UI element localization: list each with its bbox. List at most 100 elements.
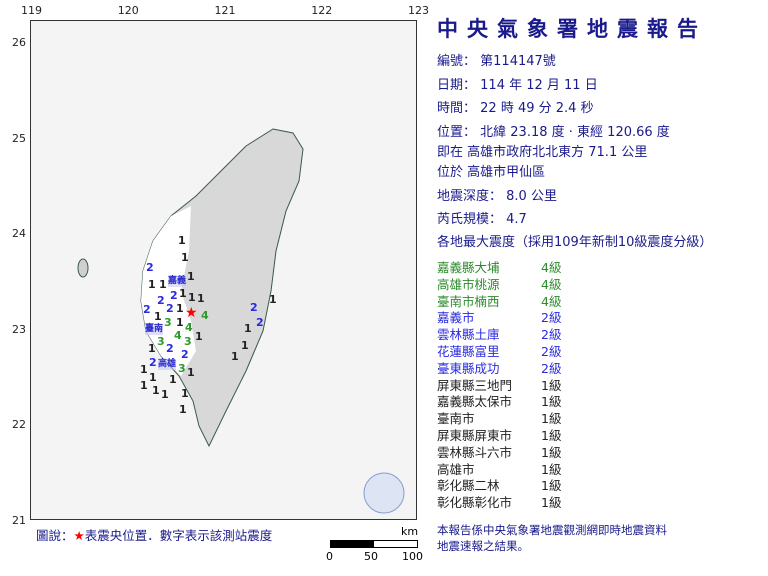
station-intensity: 1 xyxy=(187,270,195,283)
intensity-row: 彰化縣彰化市 1級 xyxy=(437,495,637,510)
station-intensity: 1 xyxy=(179,403,187,416)
lon-tick: 121 xyxy=(214,4,236,17)
station-intensity: 1 xyxy=(152,384,160,397)
level: 1級 xyxy=(541,495,562,511)
station-intensity: 4 xyxy=(174,329,182,342)
report-depth: 地震深度： 8.0 公里 xyxy=(437,189,557,205)
station-intensity: 1 xyxy=(176,302,184,315)
penghu-island xyxy=(77,258,89,278)
intensity-row: 臺南市 1級 xyxy=(437,411,637,426)
station-intensity: 2 xyxy=(166,302,174,315)
level: 1級 xyxy=(541,428,562,443)
level: 1級 xyxy=(541,411,562,427)
number-label: 編號： xyxy=(437,54,477,69)
intensity-row: 臺南市楠西 4級 xyxy=(437,294,637,309)
station-intensity: 2 xyxy=(143,303,151,316)
report-date: 日期： 114 年 12 月 11 日 xyxy=(437,78,598,94)
station-intensity: 3 xyxy=(178,362,186,375)
level: 1級 xyxy=(541,394,562,410)
lat-tick: 23 xyxy=(12,322,26,336)
place: 雲林縣土庫 xyxy=(437,327,500,343)
place: 花蓮縣富里 xyxy=(437,344,500,359)
lon-tick: 123 xyxy=(408,4,429,17)
footer-line-1: 本報告係中央氣象署地震觀測網即時地震資料 xyxy=(437,523,667,537)
intensity-row: 高雄市桃源 4級 xyxy=(437,277,637,292)
star-icon: ★ xyxy=(73,528,85,543)
intensity-row: 彰化縣二林 1級 xyxy=(437,478,637,493)
intensity-row: 雲林縣土庫 2級 xyxy=(437,327,637,342)
place: 高雄市 xyxy=(437,461,475,477)
station-intensity: 2 xyxy=(250,301,258,314)
station-intensity: 2 xyxy=(181,348,189,361)
intensity-row: 臺東縣成功 2級 xyxy=(437,361,637,376)
level: 4級 xyxy=(541,293,562,309)
station-intensity: 1 xyxy=(159,278,167,291)
place: 屏東縣屏東市 xyxy=(437,428,513,443)
level: 2級 xyxy=(541,327,562,343)
station-intensity: 1 xyxy=(178,234,186,247)
station-intensity: 1 xyxy=(154,310,162,323)
station-intensity: 3 xyxy=(184,335,192,348)
report-number: 編號： 第114147號 xyxy=(437,54,556,70)
station-intensity: 1 xyxy=(181,251,189,264)
level: 2級 xyxy=(541,360,562,376)
station-intensity: 1 xyxy=(140,363,148,376)
intensity-row: 屏東縣屏東市 1級 xyxy=(437,428,637,443)
place: 高雄市桃源 xyxy=(437,276,500,292)
intensity-row: 花蓮縣富里 2級 xyxy=(437,344,637,359)
station-intensity: 2 xyxy=(149,356,157,369)
lon-tick: 120 xyxy=(117,4,139,17)
place: 彰化縣彰化市 xyxy=(437,495,513,511)
place: 嘉義縣大埔 xyxy=(437,260,500,275)
station-intensity: 1 xyxy=(241,339,249,352)
place: 嘉義縣太保市 xyxy=(437,394,513,410)
date-label: 日期： xyxy=(437,78,477,93)
scale-bar-graphic xyxy=(330,540,418,548)
place: 雲林縣斗六市 xyxy=(437,444,513,460)
report-title: 中央氣象署地震報告 xyxy=(437,17,707,41)
station-intensity: 1 xyxy=(140,379,148,392)
station-intensity: 2 xyxy=(170,289,178,302)
station-intensity: 1 xyxy=(149,371,157,384)
lat-tick: 24 xyxy=(12,227,26,241)
station-intensity: 1 xyxy=(269,293,277,306)
report-magnitude: 芮氏規模： 4.7 xyxy=(437,212,527,228)
depth-label: 地震深度： xyxy=(437,189,503,204)
location-label: 位置： xyxy=(437,125,477,140)
station-intensity: 3 xyxy=(164,316,172,329)
report-time: 時間： 22 時 49 分 2.4 秒 xyxy=(437,101,594,117)
level: 1級 xyxy=(541,377,562,393)
time-label: 時間： xyxy=(437,101,477,116)
lon-tick: 119 xyxy=(21,4,42,17)
level: 2級 xyxy=(541,344,562,359)
station-intensity: 1 xyxy=(161,388,169,401)
scale-tick: 0 xyxy=(326,550,333,563)
intensity-row: 高雄市 1級 xyxy=(437,462,637,477)
station-intensity: 2 xyxy=(146,261,154,274)
cwa-logo xyxy=(363,472,405,514)
station-intensity: 3 xyxy=(157,335,165,348)
station-intensity: 1 xyxy=(169,373,177,386)
place: 屏東縣三地門 xyxy=(437,377,513,393)
level: 1級 xyxy=(541,444,562,460)
legend-text: 表震央位置．數字表示該測站震度 xyxy=(84,528,273,543)
city-label: 嘉義 xyxy=(168,276,187,287)
intensity-row: 嘉義縣太保市 1級 xyxy=(437,394,637,409)
city-label: 高雄 xyxy=(158,359,177,370)
scale-tick: 50 xyxy=(364,550,378,563)
place: 臺南市楠西 xyxy=(437,293,500,309)
level: 1級 xyxy=(541,461,562,477)
legend-label: 圖說： xyxy=(36,528,74,543)
station-intensity: 1 xyxy=(197,292,205,305)
station-intensity: 2 xyxy=(256,316,264,329)
city-label: 臺南 xyxy=(145,324,164,335)
station-intensity: 1 xyxy=(148,342,156,355)
report-location: 位置： 北緯 23.18 度 · 東經 120.66 度 xyxy=(437,125,670,141)
lon-tick: 122 xyxy=(311,4,333,17)
station-intensity: 4 xyxy=(185,321,193,334)
number-value: 第114147號 xyxy=(480,54,556,69)
time-value: 22 時 49 分 2.4 秒 xyxy=(480,101,594,116)
date-value: 114 年 12 月 11 日 xyxy=(480,78,598,93)
station-intensity: 2 xyxy=(157,294,165,307)
report-district: 位於 高雄市甲仙區 xyxy=(437,165,546,180)
